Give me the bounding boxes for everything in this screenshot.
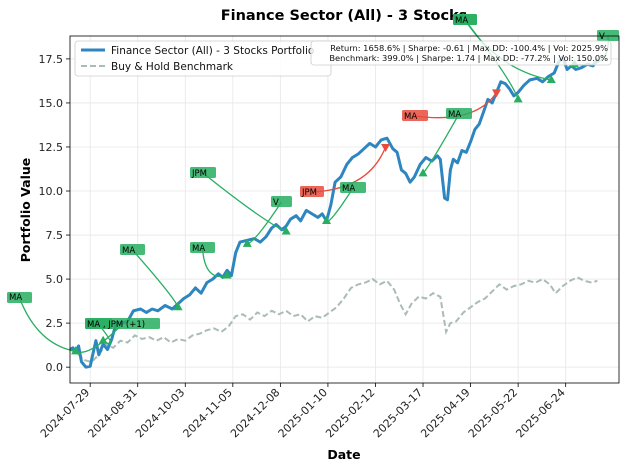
y-tick-label: 15.0 <box>39 97 64 110</box>
annotation-label: JPM <box>301 188 317 198</box>
annotation-label: JPM <box>191 169 207 179</box>
y-tick-label: 10.0 <box>39 185 64 198</box>
y-tick-label: 0.0 <box>46 361 64 374</box>
annotation-box <box>300 186 324 197</box>
annotation-connector <box>202 172 287 233</box>
annotation-box <box>190 242 215 253</box>
x-tick-label: 2024-07-29 <box>38 386 92 440</box>
annotation-box <box>402 110 428 121</box>
annotation-box <box>7 292 32 303</box>
legend-benchmark-label: Buy & Hold Benchmark <box>111 61 234 73</box>
stats-box-bg <box>310 40 612 66</box>
annotation-label: MA <box>455 16 468 26</box>
annotation-label: MA <box>448 110 461 120</box>
annotation-box <box>446 108 472 119</box>
y-axis-label: Portfolio Value <box>18 158 33 263</box>
annotation-box <box>340 182 366 193</box>
annotation-box <box>271 196 292 207</box>
x-tick-label: 2025-05-22 <box>466 386 520 440</box>
portfolio-series <box>69 55 599 369</box>
x-tick-label: 2025-04-19 <box>418 386 472 440</box>
buy-marker <box>321 215 331 224</box>
annotation-label: MA <box>192 244 205 254</box>
y-tick-label: 7.5 <box>46 229 64 242</box>
annotation-box <box>597 30 619 41</box>
annotation-connector <box>132 249 179 308</box>
x-tick-label: 2024-11-05 <box>181 386 235 440</box>
x-tick-label: 2024-08-31 <box>85 386 139 440</box>
stats-line-2: Benchmark: 399.0% | Sharpe: 1.74 | Max D… <box>329 53 608 63</box>
buy-marker <box>98 335 108 344</box>
annotation-connector <box>422 113 460 174</box>
annotation-box <box>120 244 145 255</box>
y-axis-ticks: 0.0 2.5 5.0 7.5 10.0 12.5 15.0 17.5 <box>39 53 70 374</box>
buy-marker <box>281 226 291 235</box>
buy-marker <box>418 168 428 177</box>
annotation-label: MA <box>122 246 135 256</box>
buy-marker <box>71 346 81 355</box>
annotation-label: V <box>273 198 279 208</box>
buy-marker <box>222 270 232 279</box>
y-tick-label: 2.5 <box>46 317 64 330</box>
y-tick-label: 17.5 <box>39 53 64 66</box>
x-axis-label: Date <box>327 447 360 462</box>
annotation-connector <box>18 297 76 352</box>
y-tick-label: 5.0 <box>46 273 64 286</box>
benchmark-line <box>69 276 598 364</box>
annotation-box <box>190 167 216 178</box>
annotation-label: V <box>599 32 605 42</box>
y-tick-label: 12.5 <box>39 141 64 154</box>
buy-marker <box>173 302 183 311</box>
sell-marker <box>381 143 391 152</box>
legend-portfolio-label: Finance Sector (All) - 3 Stocks Portfoli… <box>111 45 314 57</box>
annotation-label: MA <box>404 112 417 122</box>
x-tick-label: 2024-12-08 <box>228 386 282 440</box>
benchmark-series <box>69 276 598 364</box>
buy-marker <box>546 75 556 84</box>
plot-frame <box>69 35 620 384</box>
x-tick-label: 2025-06-24 <box>513 386 567 440</box>
chart-title: Finance Sector (All) - 3 Stocks <box>221 8 468 24</box>
annotation-box <box>85 318 160 329</box>
annotation-label: MA <box>9 293 22 303</box>
stats-line-1: Return: 1658.6% | Sharpe: -0.61 | Max DD… <box>330 43 608 53</box>
x-axis-ticks: 2024-07-292024-08-312024-10-032024-11-05… <box>38 383 568 440</box>
annotation-label: MA , JPM (+1) <box>87 320 145 330</box>
grid-lines <box>70 36 619 383</box>
buy-marker <box>242 238 252 247</box>
buy-marker <box>513 94 523 103</box>
legend: Finance Sector (All) - 3 Stocks Portfoli… <box>74 40 332 77</box>
x-tick-label: 2025-02-12 <box>323 386 377 440</box>
sell-marker <box>492 89 502 98</box>
annotation-label: MA <box>342 184 355 194</box>
x-tick-label: 2025-01-10 <box>276 386 330 440</box>
stats-box: Return: 1658.6% | Sharpe: -0.61 | Max DD… <box>310 40 612 66</box>
x-tick-label: 2024-10-03 <box>133 386 187 440</box>
portfolio-line <box>69 55 599 369</box>
annotation-connector <box>201 247 228 278</box>
x-tick-label: 2025-03-17 <box>371 386 425 440</box>
annotation-box <box>453 14 477 25</box>
